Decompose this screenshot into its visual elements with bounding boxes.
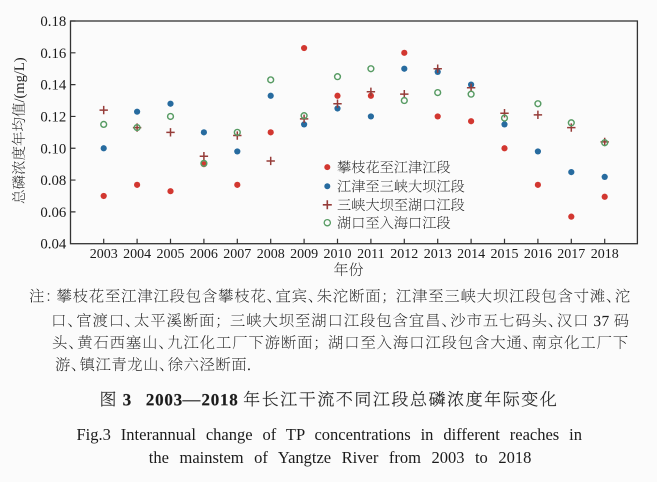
svg-text:2003: 2003 (90, 247, 118, 262)
svg-text:Fig.3 Interannual change of TP: Fig.3 Interannual change of TP concentra… (77, 425, 583, 444)
svg-text:the mainstem of Yangtze River: the mainstem of Yangtze River from 2003 … (149, 448, 532, 467)
svg-text:2013: 2013 (424, 247, 452, 262)
svg-text:0.14: 0.14 (40, 78, 66, 94)
svg-text:2004: 2004 (123, 247, 151, 262)
svg-text:2014: 2014 (457, 247, 485, 262)
svg-text:2007: 2007 (223, 247, 251, 262)
svg-text:0.18: 0.18 (40, 14, 66, 30)
svg-text:2015: 2015 (491, 247, 519, 262)
svg-text:0.12: 0.12 (40, 109, 66, 125)
svg-text:0.16: 0.16 (40, 46, 66, 62)
svg-text:2009: 2009 (290, 247, 318, 262)
svg-text:2005: 2005 (157, 247, 185, 262)
svg-text:2012: 2012 (390, 247, 418, 262)
svg-text:2016: 2016 (524, 247, 552, 262)
svg-text:2010: 2010 (324, 247, 352, 262)
svg-text:0.06: 0.06 (40, 205, 66, 221)
svg-text:2018: 2018 (591, 247, 619, 262)
svg-text:2017: 2017 (557, 247, 585, 262)
svg-text:2011: 2011 (357, 247, 384, 262)
svg-text:2008: 2008 (257, 247, 285, 262)
svg-text:0.08: 0.08 (40, 173, 66, 189)
svg-text:2006: 2006 (190, 247, 218, 262)
svg-text:0.04: 0.04 (40, 237, 66, 253)
svg-text:0.10: 0.10 (40, 141, 66, 157)
